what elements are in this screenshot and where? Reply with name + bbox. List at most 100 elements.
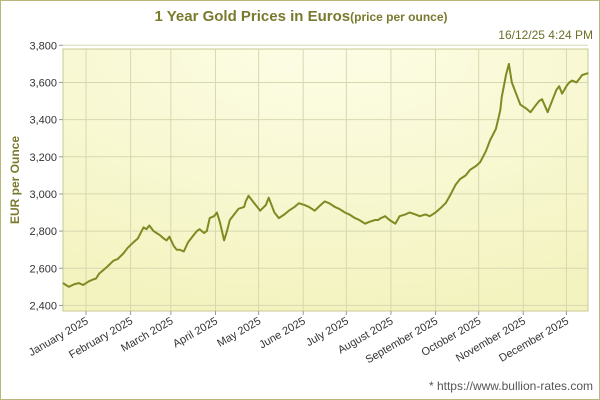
data-point [459,178,461,180]
data-point [538,100,540,102]
data-point [469,169,471,171]
y-tick-label: 2,600 [29,263,57,275]
data-point [394,223,396,225]
data-point [535,104,537,106]
data-point [377,219,379,221]
data-point [358,219,360,221]
data-point [65,284,67,286]
data-point [409,211,411,214]
x-tick-label: May 2025 [215,315,263,350]
data-point [384,215,386,217]
data-point [196,230,198,232]
data-point [223,239,225,241]
data-point [348,213,350,215]
data-point [178,249,181,251]
data-point [173,245,175,247]
data-point [434,211,437,214]
data-point [259,210,261,212]
data-point [374,219,376,221]
data-point [176,249,178,251]
data-point [429,215,431,217]
data-point [278,217,280,219]
data-point [499,109,501,111]
data-point [319,204,322,206]
data-point [424,213,427,215]
data-point [253,202,255,204]
data-point [404,213,406,215]
data-point [475,165,477,167]
data-point [92,278,94,280]
data-point [445,202,447,204]
x-tick-label: June 2025 [257,315,308,351]
data-point [328,202,330,204]
data-point [78,282,80,284]
y-axis: 2,400 2,600 2,800 3,000 3,200 3,400 3,600 3,800 [29,40,63,312]
data-point [137,237,139,240]
data-point [511,81,513,83]
data-point [288,210,290,212]
data-point [575,81,578,83]
y-tick-label: 3,400 [29,115,57,127]
data-point [107,265,109,267]
data-point [256,206,258,208]
data-point [226,230,228,232]
data-point [489,139,491,141]
chart-title: 1 Year Gold Prices in Euros [154,8,350,25]
data-point [229,219,231,221]
data-point [283,213,286,215]
data-point [479,161,481,163]
data-point [117,258,119,260]
grid [63,44,588,311]
data-point [354,217,356,219]
data-point [142,226,145,228]
data-point [127,247,129,249]
data-point [183,250,185,253]
data-point [344,211,346,214]
data-point [308,206,310,208]
series-line [62,62,589,288]
data-point [168,236,170,238]
data-point [525,107,527,110]
data-point [550,104,552,106]
data-point [465,174,467,176]
data-point [455,184,457,186]
timestamp: 16/12/25 4:24 PM [498,28,593,42]
data-point [529,111,532,113]
y-tick-label: 3,000 [29,189,57,201]
data-point [206,230,208,232]
data-point [547,111,549,113]
data-point [122,252,124,254]
data-point [419,215,421,217]
data-point [294,206,296,208]
data-point [268,197,270,199]
data-point [163,237,165,240]
data-point [155,232,158,234]
data-point [203,232,205,234]
data-point [581,74,583,76]
data-point [219,221,221,223]
data-point [237,208,240,210]
source-credit: * https://www.bullion-rates.com [429,379,593,393]
data-point [199,228,201,230]
data-point [145,228,147,230]
data-point [245,200,247,202]
y-tick-label: 3,800 [29,40,57,52]
data-point [324,200,326,202]
y-tick-label: 3,200 [29,152,57,164]
data-point [449,195,451,197]
data-point [82,284,84,286]
data-point [243,206,245,208]
data-point [298,202,300,204]
data-point [578,78,581,80]
data-point [338,208,340,210]
data-point [62,282,64,284]
data-point [558,85,560,87]
data-point [541,98,543,100]
data-point [555,89,558,91]
data-point [247,195,250,197]
data-point [519,104,522,106]
data-point [68,286,70,288]
